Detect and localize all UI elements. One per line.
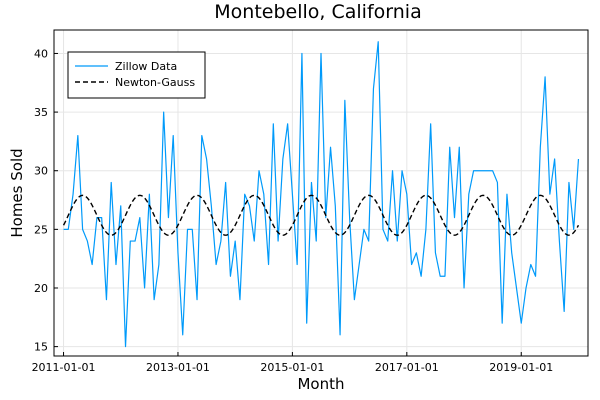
x-tick-label: 2015-01-01	[260, 361, 324, 374]
y-tick-label: 30	[34, 165, 48, 178]
x-axis-ticks: 2011-01-01 2013-01-01 2015-01-01 2017-01-01…	[32, 352, 553, 374]
x-tick-label: 2013-01-01	[146, 361, 210, 374]
x-axis-title: Month	[297, 375, 344, 393]
series-layer	[62, 41, 580, 348]
series-line-newton-gauss	[62, 194, 580, 236]
legend-label-zillow: Zillow Data	[115, 60, 177, 73]
y-tick-label: 35	[34, 106, 48, 119]
y-axis-ticks: 15 20 25 30 35 40	[34, 47, 58, 354]
series-line-zillow-data	[63, 41, 580, 348]
y-tick-label: 15	[34, 341, 48, 354]
legend: Zillow Data Newton-Gauss	[67, 51, 206, 99]
y-tick-label: 20	[34, 282, 48, 295]
y-axis-title: Homes Sold	[8, 148, 26, 237]
plot-frame	[53, 29, 589, 357]
x-tick-label: 2019-01-01	[489, 361, 553, 374]
chart-title: Montebello, California	[214, 1, 421, 23]
legend-label-newton-gauss: Newton-Gauss	[115, 76, 195, 89]
x-tick-label: 2011-01-01	[32, 361, 96, 374]
legend-box	[67, 51, 206, 99]
y-tick-label: 25	[34, 223, 48, 236]
y-tick-label: 40	[34, 47, 48, 60]
x-tick-label: 2017-01-01	[375, 361, 439, 374]
